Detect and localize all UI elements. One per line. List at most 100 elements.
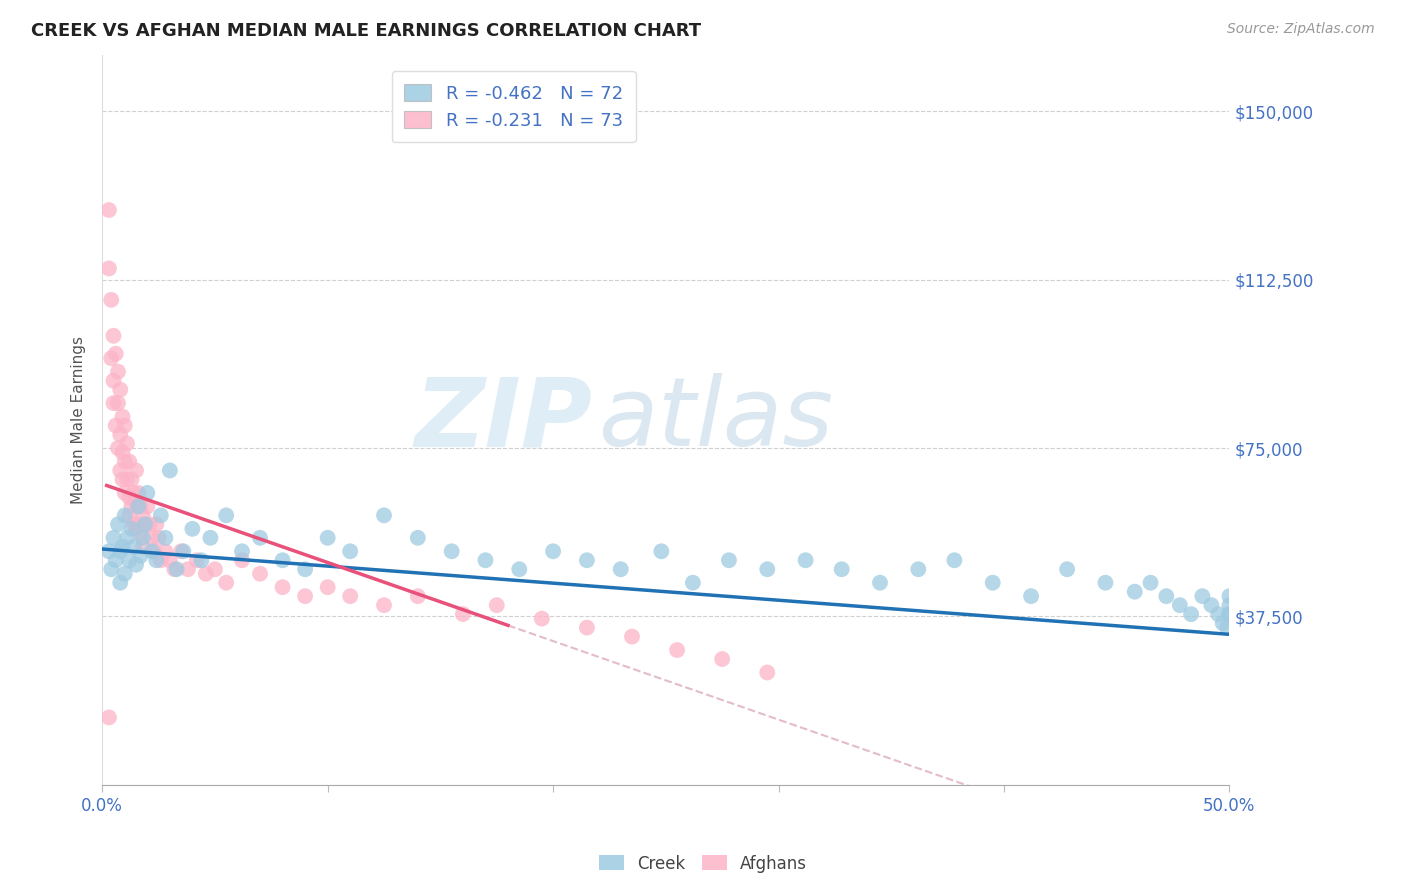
Point bbox=[141, 544, 163, 558]
Point bbox=[125, 558, 148, 572]
Point bbox=[981, 575, 1004, 590]
Point bbox=[271, 580, 294, 594]
Text: CREEK VS AFGHAN MEDIAN MALE EARNINGS CORRELATION CHART: CREEK VS AFGHAN MEDIAN MALE EARNINGS COR… bbox=[31, 22, 702, 40]
Point bbox=[1201, 598, 1223, 612]
Point bbox=[190, 553, 212, 567]
Point bbox=[129, 500, 152, 514]
Point bbox=[451, 607, 474, 621]
Point bbox=[1056, 562, 1078, 576]
Point bbox=[132, 508, 155, 523]
Point bbox=[118, 508, 141, 523]
Point bbox=[294, 589, 316, 603]
Point bbox=[121, 500, 143, 514]
Point bbox=[1218, 589, 1240, 603]
Point bbox=[181, 522, 204, 536]
Point bbox=[172, 544, 194, 558]
Point bbox=[294, 562, 316, 576]
Point bbox=[406, 589, 429, 603]
Point bbox=[1168, 598, 1191, 612]
Point bbox=[118, 553, 141, 567]
Point bbox=[98, 710, 121, 724]
Point bbox=[111, 409, 134, 424]
Point bbox=[1156, 589, 1178, 603]
Point bbox=[104, 347, 127, 361]
Point bbox=[650, 544, 672, 558]
Point bbox=[143, 544, 166, 558]
Point bbox=[125, 463, 148, 477]
Point bbox=[127, 517, 149, 532]
Point bbox=[103, 531, 125, 545]
Point bbox=[98, 544, 121, 558]
Point bbox=[122, 540, 145, 554]
Point bbox=[110, 575, 132, 590]
Point bbox=[575, 553, 598, 567]
Point bbox=[1191, 589, 1213, 603]
Point bbox=[132, 531, 155, 545]
Point bbox=[508, 562, 530, 576]
Point bbox=[249, 566, 271, 581]
Point bbox=[373, 508, 395, 523]
Point bbox=[107, 517, 129, 532]
Point bbox=[1180, 607, 1202, 621]
Point bbox=[1216, 621, 1239, 635]
Point bbox=[114, 486, 136, 500]
Point bbox=[204, 562, 226, 576]
Point bbox=[107, 365, 129, 379]
Point bbox=[474, 553, 496, 567]
Point bbox=[110, 463, 132, 477]
Point bbox=[177, 562, 200, 576]
Point bbox=[339, 589, 361, 603]
Point bbox=[541, 544, 564, 558]
Point bbox=[100, 351, 122, 366]
Point bbox=[98, 202, 121, 217]
Point bbox=[756, 562, 779, 576]
Point bbox=[794, 553, 817, 567]
Point bbox=[145, 517, 167, 532]
Point bbox=[831, 562, 853, 576]
Point bbox=[271, 553, 294, 567]
Point bbox=[141, 531, 163, 545]
Point bbox=[107, 396, 129, 410]
Point bbox=[127, 500, 149, 514]
Point bbox=[166, 562, 188, 576]
Point bbox=[159, 553, 181, 567]
Point bbox=[440, 544, 463, 558]
Text: atlas: atlas bbox=[598, 374, 834, 467]
Point bbox=[125, 522, 148, 536]
Point bbox=[907, 562, 929, 576]
Point bbox=[127, 486, 149, 500]
Point bbox=[170, 544, 193, 558]
Point bbox=[111, 445, 134, 459]
Point bbox=[100, 293, 122, 307]
Point bbox=[138, 517, 160, 532]
Point bbox=[114, 508, 136, 523]
Point bbox=[575, 621, 598, 635]
Point bbox=[155, 531, 177, 545]
Point bbox=[215, 508, 238, 523]
Point bbox=[103, 328, 125, 343]
Point bbox=[111, 472, 134, 486]
Point bbox=[1139, 575, 1161, 590]
Point bbox=[215, 575, 238, 590]
Point bbox=[682, 575, 704, 590]
Point bbox=[621, 630, 644, 644]
Point bbox=[1212, 616, 1234, 631]
Text: Source: ZipAtlas.com: Source: ZipAtlas.com bbox=[1227, 22, 1375, 37]
Point bbox=[122, 517, 145, 532]
Point bbox=[114, 566, 136, 581]
Point bbox=[98, 261, 121, 276]
Point bbox=[114, 454, 136, 468]
Point bbox=[110, 427, 132, 442]
Point bbox=[1218, 607, 1240, 621]
Point bbox=[943, 553, 966, 567]
Point bbox=[118, 491, 141, 505]
Point bbox=[1019, 589, 1042, 603]
Point bbox=[666, 643, 689, 657]
Legend: Creek, Afghans: Creek, Afghans bbox=[592, 848, 814, 880]
Point bbox=[186, 553, 208, 567]
Point bbox=[103, 374, 125, 388]
Point bbox=[114, 418, 136, 433]
Point bbox=[148, 531, 170, 545]
Point bbox=[316, 580, 339, 594]
Point bbox=[132, 540, 155, 554]
